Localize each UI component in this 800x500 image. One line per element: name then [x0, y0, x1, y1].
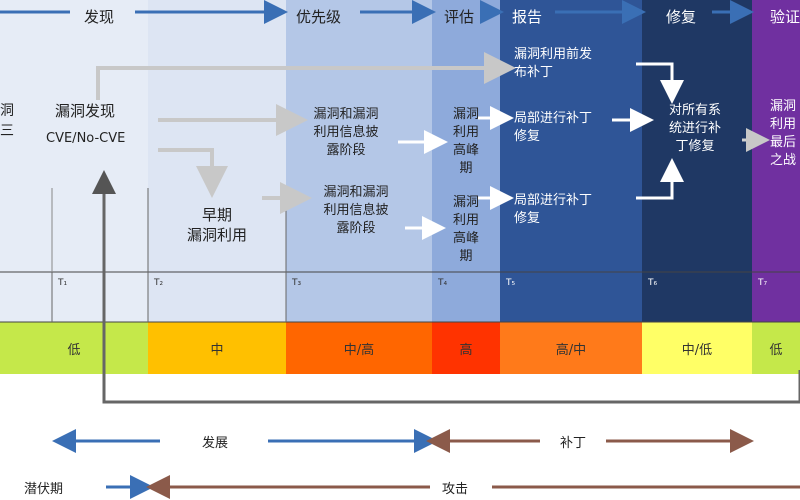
disclosure-1-line-1: 漏洞和漏洞	[313, 107, 379, 122]
early-exploit-line-1: 早期	[201, 206, 232, 224]
final-line-2: 利用	[770, 117, 797, 132]
left-partial-text-1: 洞	[0, 103, 14, 119]
prerelease-line-2: 布补丁	[514, 65, 554, 80]
tick-t5: T₅	[506, 278, 516, 288]
tick-t2: T₂	[154, 278, 164, 288]
prerelease-line-1: 漏洞利用前发	[514, 47, 593, 62]
peak-2-line-2: 利用	[452, 213, 479, 228]
partial-patch-2-line-2: 修复	[514, 211, 541, 226]
column-verify	[752, 0, 800, 322]
label-attack: 攻击	[436, 478, 475, 497]
vuln-discovery-label: 漏洞发现	[55, 102, 116, 120]
label-latent: 潜伏期	[18, 478, 70, 497]
column-discovery-right	[148, 0, 286, 322]
disclosure-2-line-1: 漏洞和漏洞	[323, 185, 389, 200]
level-cell-6: 中/低	[642, 322, 752, 374]
partial-patch-1-line-2: 修复	[514, 129, 541, 144]
column-discovery-left	[0, 0, 148, 322]
peak-1-line-3: 高峰	[452, 143, 479, 158]
disclosure-1-line-2: 利用信息披	[313, 125, 379, 140]
peak-1-line-1: 漏洞	[452, 107, 479, 122]
phase-report: 报告	[512, 8, 543, 26]
tick-t3: T₃	[292, 278, 302, 288]
peak-2-line-4: 期	[459, 249, 473, 264]
tick-t4: T₄	[438, 278, 448, 288]
phase-discovery: 发现	[84, 8, 115, 26]
level-cell-1: 低	[0, 322, 148, 374]
phase-repair: 修复	[666, 8, 697, 26]
peak-1-line-4: 期	[459, 161, 473, 176]
early-exploit-line-2: 漏洞利用	[186, 226, 247, 244]
level-cell-7: 低	[752, 322, 800, 374]
level-cell-5: 高/中	[500, 322, 642, 374]
column-priority	[286, 0, 432, 322]
column-report	[500, 0, 642, 322]
disclosure-1-line-3: 露阶段	[326, 143, 366, 158]
label-develop: 发展	[196, 432, 235, 451]
final-line-1: 漏洞	[770, 99, 797, 114]
label-patch: 补丁	[554, 432, 593, 451]
phase-assessment: 评估	[444, 8, 475, 26]
tick-t1: T₁	[58, 278, 68, 288]
peak-2-line-1: 漏洞	[452, 195, 479, 210]
all-systems-line-3: 丁修复	[675, 139, 715, 154]
phase-priority: 优先级	[296, 8, 342, 26]
peak-1-line-2: 利用	[452, 125, 479, 140]
level-cell-3: 中/高	[286, 322, 432, 374]
partial-patch-2-line-1: 局部进行补丁	[514, 193, 593, 208]
final-line-3: 最后	[770, 135, 797, 150]
partial-patch-1-line-1: 局部进行补丁	[514, 111, 593, 126]
tick-t6: T₆	[648, 278, 658, 288]
tick-t7: T₇	[758, 278, 768, 288]
all-systems-line-2: 统进行补	[668, 121, 721, 136]
level-cell-2: 中	[148, 322, 286, 374]
left-partial-text-2: 三	[0, 123, 14, 139]
disclosure-2-line-3: 露阶段	[336, 221, 376, 236]
phase-verify: 验证	[770, 8, 800, 26]
peak-2-line-3: 高峰	[452, 231, 479, 246]
level-cell-4: 高	[432, 322, 500, 374]
all-systems-line-1: 对所有系	[668, 103, 721, 118]
disclosure-2-line-2: 利用信息披	[323, 203, 389, 218]
cve-label: CVE/No-CVE	[46, 131, 126, 146]
final-line-4: 之战	[770, 153, 797, 168]
